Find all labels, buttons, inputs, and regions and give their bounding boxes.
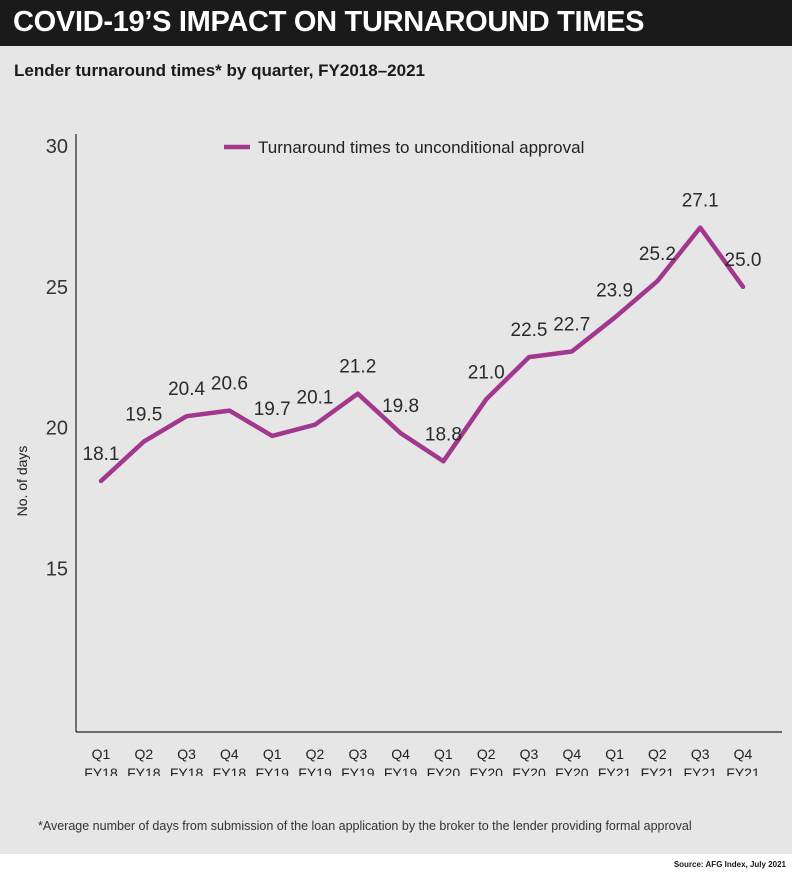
data-labels: 18.119.5 20.4 20.6 19.7 20.121.2 19.8 18.8 21.0… [83,191,762,465]
x-tick-label-year: FY18 [170,765,204,776]
x-tick-label-year: FY19 [341,765,375,776]
x-tick-label-year: FY18 [213,765,247,776]
x-tick-label-quarter: Q4 [734,746,753,762]
y-axis-title: No. of days [14,446,30,517]
source-note: Source: AFG Index, July 2021 [673,860,786,869]
legend-label: Turnaround times to unconditional approv… [258,138,584,157]
x-tick-label-quarter: Q3 [520,746,539,762]
x-tick-label-year: FY20 [512,765,546,776]
x-tick-label-quarter: Q1 [92,746,111,762]
y-tick-labels: 15 20 25 30 [46,136,68,580]
series-layer [98,225,746,484]
x-tick-label-quarter: Q4 [562,746,581,762]
x-tick-label-quarter: Q4 [391,746,410,762]
data-label: 18.1 [83,444,120,465]
x-tick-label-quarter: Q3 [348,746,367,762]
x-tick-label-quarter: Q1 [434,746,453,762]
x-tick-label-quarter: Q2 [306,746,325,762]
page-title: COVID-19’S IMPACT ON TURNAROUND TIMES [13,6,645,38]
x-tick-label-year: FY21 [641,765,675,776]
y-tick-label: 15 [46,558,68,580]
y-tick-label: 30 [46,136,68,158]
y-tick-label: 20 [46,418,68,440]
data-label: 20.6 [211,374,248,395]
data-label: 20.1 [297,388,334,409]
footnote: *Average number of days from submission … [38,819,692,833]
data-label: 25.2 [639,244,676,265]
data-label: 22.7 [553,314,590,335]
data-label: 21.0 [468,362,505,383]
x-tick-label-year: FY20 [427,765,461,776]
data-label: 19.5 [125,405,162,426]
x-tick-label-year: FY21 [598,765,632,776]
data-label: 18.8 [425,424,462,445]
x-tick-label-year: FY19 [298,765,332,776]
chart-subtitle: Lender turnaround times* by quarter, FY2… [14,61,425,80]
chart-axes [75,134,782,733]
data-label: 19.7 [254,399,291,420]
x-tick-label-quarter: Q3 [177,746,196,762]
x-tick-label-year: FY18 [127,765,161,776]
y-tick-label: 25 [46,277,68,299]
x-tick-label-year: FY20 [469,765,503,776]
data-label: 27.1 [682,191,719,212]
x-tick-labels: Q1 FY18 Q2 FY18 Q3 FY18 Q4 FY18 Q1 FY19 Q2 FY19 Q3 FY… [84,746,760,776]
x-tick-label-quarter: Q3 [691,746,710,762]
legend: Turnaround times to unconditional approv… [224,138,584,157]
x-tick-label-year: FY19 [384,765,418,776]
x-tick-label-year: FY19 [255,765,289,776]
data-label: 25.0 [725,250,762,271]
x-tick-label-year: FY20 [555,765,589,776]
x-tick-label-quarter: Q2 [477,746,496,762]
data-label: 22.5 [511,320,548,341]
x-tick-label-year: FY21 [726,765,760,776]
x-tick-label-quarter: Q2 [134,746,153,762]
series-line [98,225,746,484]
data-label: 21.2 [339,357,376,378]
x-tick-label-quarter: Q1 [605,746,624,762]
data-label: 20.4 [168,379,205,400]
x-tick-label-year: FY18 [84,765,118,776]
x-tick-label-quarter: Q1 [263,746,282,762]
x-tick-label-quarter: Q4 [220,746,239,762]
data-label: 23.9 [596,281,633,302]
x-tick-label-quarter: Q2 [648,746,667,762]
header-bar: COVID-19’S IMPACT ON TURNAROUND TIMES [0,0,792,46]
data-label: 19.8 [382,396,419,417]
x-tick-label-year: FY21 [683,765,717,776]
